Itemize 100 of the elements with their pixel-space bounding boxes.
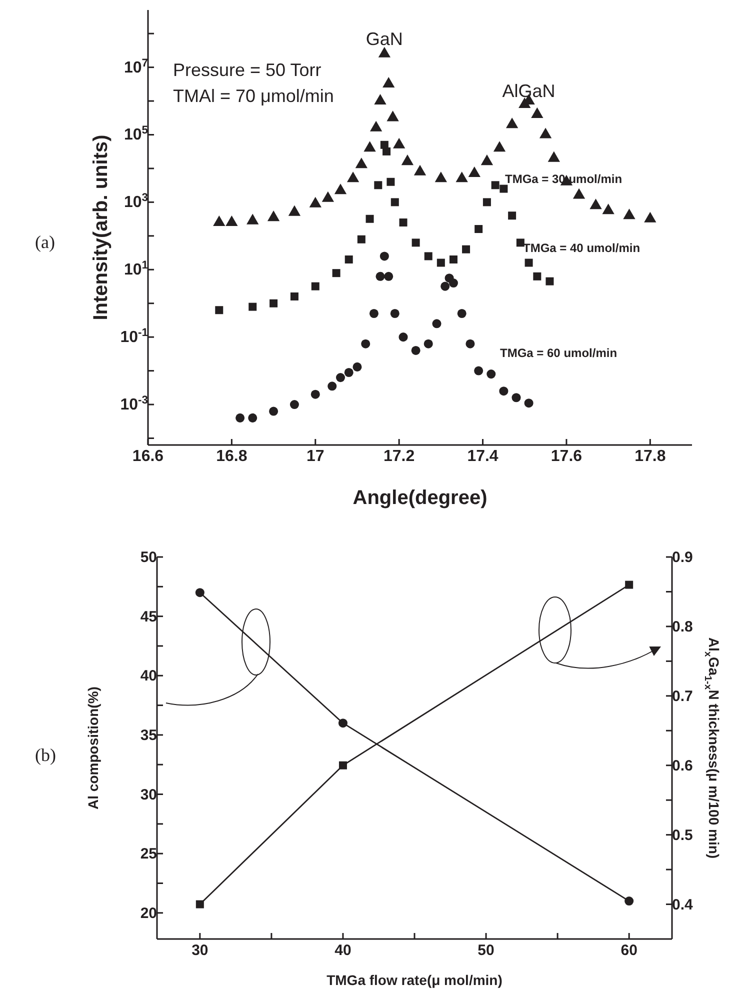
point — [290, 400, 299, 410]
point — [401, 154, 414, 166]
point — [248, 302, 257, 311]
y-tick-label: 40 — [140, 668, 157, 685]
point — [572, 188, 586, 199]
point — [539, 128, 552, 138]
point — [215, 306, 224, 314]
point — [399, 218, 408, 226]
y-tick-label: 10$^{-1}$ — [120, 327, 148, 346]
point — [370, 120, 382, 132]
point — [269, 406, 278, 416]
point — [246, 214, 259, 224]
point — [390, 308, 400, 318]
point — [382, 76, 395, 88]
point — [491, 181, 500, 190]
point — [474, 366, 484, 376]
point — [366, 214, 374, 223]
point — [376, 272, 385, 281]
y-tick-label: 10$^{3}$ — [124, 192, 148, 212]
point — [369, 308, 378, 318]
text: (b) — [35, 745, 56, 766]
x-tick-label: 17.4 — [467, 448, 498, 465]
point — [382, 147, 391, 156]
point — [466, 339, 475, 348]
point — [436, 258, 445, 267]
point — [448, 278, 458, 288]
point — [533, 272, 542, 280]
y-tick-label: 35 — [140, 726, 157, 744]
point — [267, 210, 280, 222]
point — [290, 292, 298, 300]
series-label: TMGa = 60 umol/min — [500, 346, 618, 360]
point — [378, 46, 391, 58]
point — [474, 225, 483, 234]
x-tick-label: 17 — [306, 448, 324, 465]
point — [344, 255, 353, 264]
point — [434, 172, 447, 182]
point — [334, 184, 347, 194]
point — [493, 141, 506, 152]
point — [346, 172, 360, 182]
point — [248, 413, 258, 422]
annotation: TMAl = 70 μmol/min — [173, 86, 334, 107]
point — [482, 198, 491, 206]
point — [322, 191, 334, 202]
x-axis-title: TMGa flow rate(μ mol/min) — [326, 972, 502, 988]
y2-tick-label: 0.7 — [672, 688, 693, 705]
point — [644, 212, 656, 222]
point — [480, 154, 494, 166]
point — [213, 215, 226, 226]
point — [456, 172, 468, 182]
point — [457, 308, 466, 318]
point — [449, 255, 458, 264]
x-tick-label: 17.8 — [634, 448, 666, 465]
point — [338, 718, 348, 728]
y-tick-label: 25 — [140, 846, 157, 863]
point — [355, 158, 368, 168]
point — [196, 900, 204, 908]
y2-tick-label: 0.6 — [672, 757, 693, 774]
point — [590, 198, 602, 210]
point — [309, 196, 322, 208]
point — [398, 332, 408, 342]
point — [500, 184, 508, 193]
point — [623, 208, 636, 220]
point — [424, 252, 432, 260]
point — [499, 386, 508, 396]
point — [440, 282, 450, 291]
x-tick-label: 60 — [620, 942, 638, 959]
point — [386, 110, 399, 122]
point — [226, 215, 238, 226]
point — [332, 269, 340, 278]
point — [468, 166, 480, 177]
annotation: GaN — [366, 28, 403, 49]
point — [390, 198, 399, 206]
point — [516, 238, 524, 247]
point — [336, 373, 346, 382]
x-tick-label: 17.2 — [384, 448, 415, 465]
point — [424, 339, 433, 348]
text: (a) — [35, 232, 55, 253]
x-tick-label: 16.8 — [216, 448, 248, 465]
point — [386, 178, 395, 186]
y-axis-title: Al composition(%) — [84, 686, 101, 810]
x-axis-title: Angle(degree) — [352, 487, 488, 510]
x-tick-label: 16.6 — [132, 448, 164, 465]
point — [393, 138, 406, 148]
point — [311, 282, 320, 290]
point — [344, 368, 354, 377]
point — [195, 588, 204, 598]
y-tick-label: 30 — [140, 786, 157, 804]
point — [524, 258, 533, 267]
point — [524, 398, 534, 408]
point — [625, 580, 634, 589]
point — [236, 413, 245, 422]
annotation: Pressure = 50 Torr — [173, 60, 322, 81]
y-tick-label: 50 — [140, 549, 157, 566]
y-tick-label: 45 — [140, 608, 157, 626]
x-tick-label: 30 — [192, 942, 208, 959]
point — [338, 761, 347, 770]
y-tick-label: 20 — [140, 904, 157, 922]
point — [374, 94, 386, 105]
point — [364, 141, 376, 152]
x-tick-label: 40 — [334, 942, 352, 959]
